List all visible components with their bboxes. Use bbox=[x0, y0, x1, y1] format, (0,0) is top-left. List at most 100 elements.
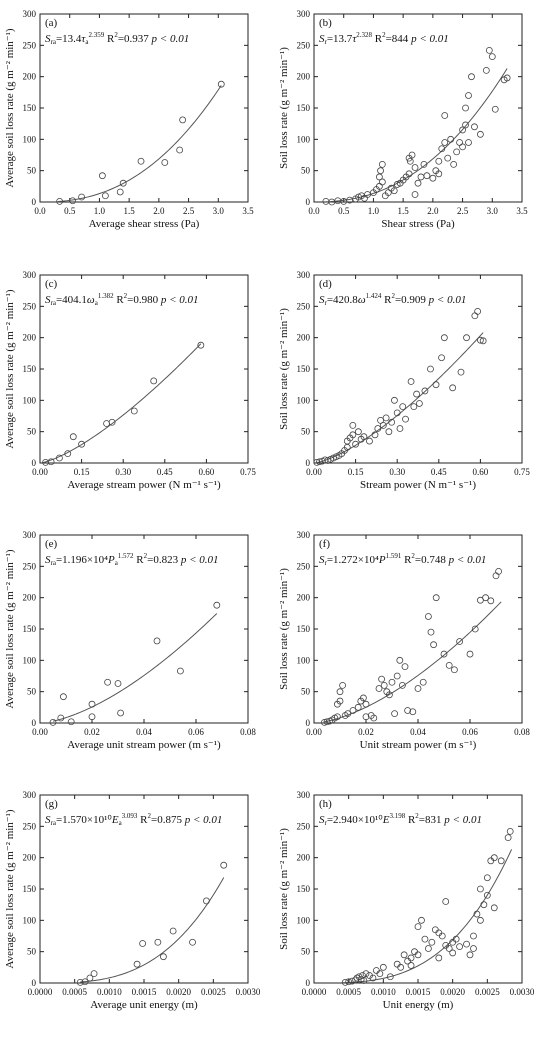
x-tick-label: 0.0010 bbox=[97, 987, 122, 997]
x-tick-label: 0.00 bbox=[32, 467, 48, 477]
data-point bbox=[67, 718, 75, 726]
y-tick-label: 150 bbox=[297, 624, 311, 634]
x-tick-label: 2.0 bbox=[153, 206, 165, 216]
data-point bbox=[476, 336, 484, 344]
eq-r-sup: 2 bbox=[391, 292, 395, 300]
y-tick-label: 150 bbox=[23, 624, 37, 634]
eq-r2-value: =831 bbox=[419, 814, 442, 826]
data-point bbox=[490, 854, 498, 862]
panel-label: (a) bbox=[45, 17, 58, 29]
eq-lhs-sub: ra bbox=[51, 38, 57, 46]
data-point bbox=[366, 437, 373, 445]
data-point bbox=[417, 173, 425, 181]
data-point bbox=[452, 935, 460, 943]
data-point bbox=[114, 680, 122, 687]
data-point bbox=[427, 628, 435, 636]
x-axis-title: Unit energy (m) bbox=[383, 999, 454, 1011]
x-tick-label: 0.15 bbox=[74, 467, 90, 477]
data-point bbox=[456, 638, 464, 645]
x-tick-label: 1.0 bbox=[368, 206, 380, 216]
eq-variable: ω bbox=[87, 294, 95, 306]
x-axis-title: Average unit energy (m) bbox=[90, 999, 198, 1011]
fit-curve bbox=[325, 68, 508, 203]
data-point bbox=[362, 713, 370, 721]
y-tick-label: 100 bbox=[297, 134, 311, 144]
x-tick-label: 0.00 bbox=[32, 727, 48, 737]
eq-p-value: p < 0.01 bbox=[149, 33, 189, 45]
chart-panel-1: 0.0 0.5 1.0 1.5 2.0 2.5 3.0 3.5 0 50 100 150 200 250 3… bbox=[4, 9, 254, 230]
y-tick-label: 150 bbox=[297, 884, 311, 894]
y-axis-title: Average soil loss rate (g m⁻² min⁻¹) bbox=[4, 549, 16, 708]
data-point bbox=[466, 650, 474, 658]
data-point bbox=[440, 650, 448, 658]
data-point bbox=[408, 151, 416, 159]
data-point bbox=[490, 904, 498, 912]
y-tick-label: 200 bbox=[297, 593, 311, 603]
eq-r-label: R bbox=[372, 33, 383, 45]
x-tick-label: 0.00 bbox=[306, 467, 322, 477]
data-point bbox=[56, 454, 63, 462]
data-point bbox=[445, 945, 453, 952]
data-point bbox=[103, 420, 110, 427]
data-point bbox=[382, 414, 390, 422]
y-axis-title: Average soil loss rate (g m⁻² min⁻¹) bbox=[4, 28, 16, 187]
y-tick-label: 50 bbox=[301, 687, 311, 697]
data-point bbox=[388, 418, 396, 426]
y-tick-label: 300 bbox=[23, 9, 37, 19]
data-point bbox=[413, 390, 421, 398]
data-point bbox=[391, 710, 399, 717]
data-point bbox=[414, 951, 422, 959]
data-point bbox=[386, 973, 394, 981]
data-point bbox=[441, 112, 449, 119]
data-point bbox=[423, 172, 431, 180]
x-tick-label: 0.0025 bbox=[475, 987, 500, 997]
data-point bbox=[406, 157, 414, 165]
x-tick-label: 0.04 bbox=[136, 727, 152, 737]
x-tick-label: 0.30 bbox=[389, 467, 405, 477]
data-point bbox=[377, 416, 384, 424]
data-point bbox=[393, 181, 401, 188]
y-tick-label: 50 bbox=[301, 947, 311, 957]
y-tick-label: 0 bbox=[306, 458, 311, 468]
data-point bbox=[354, 703, 362, 711]
eq-variable: τ bbox=[81, 33, 86, 45]
eq-lhs-sub: ra bbox=[51, 299, 57, 307]
panel-label: (f) bbox=[319, 538, 330, 550]
data-point bbox=[393, 409, 401, 417]
eq-lhs-sub: r bbox=[325, 38, 328, 46]
eq-lhs-sub: ra bbox=[51, 559, 57, 567]
eq-r2-value: =0.823 bbox=[147, 554, 178, 566]
eq-coefficient: =13.7 bbox=[327, 33, 353, 45]
data-point bbox=[491, 105, 499, 113]
data-point bbox=[414, 179, 422, 187]
x-tick-label: 0.30 bbox=[115, 467, 131, 477]
eq-exponent: 2.328 bbox=[356, 31, 372, 39]
y-tick-label: 150 bbox=[23, 103, 37, 113]
data-point bbox=[456, 943, 464, 951]
eq-lhs: S bbox=[319, 554, 325, 566]
data-point bbox=[479, 337, 487, 345]
y-axis-title: Average soil loss rate (g m⁻² min⁻¹) bbox=[4, 809, 16, 968]
x-axis-title: Average stream power (N m⁻¹ s⁻¹) bbox=[67, 479, 221, 491]
data-point bbox=[432, 381, 440, 389]
data-point bbox=[370, 714, 378, 722]
data-point bbox=[397, 963, 405, 971]
x-tick-label: 0.0025 bbox=[201, 987, 226, 997]
x-tick-label: 0.5 bbox=[64, 206, 76, 216]
x-tick-label: 0.45 bbox=[157, 467, 173, 477]
data-point bbox=[435, 157, 443, 165]
data-point bbox=[503, 74, 511, 82]
y-tick-label: 200 bbox=[297, 853, 311, 863]
data-point bbox=[150, 377, 158, 385]
eq-r-label: R bbox=[405, 814, 416, 826]
fit-equation: Sra=13.4τa2.359 R2=0.937 p < 0.01 bbox=[45, 31, 189, 46]
data-point bbox=[169, 927, 177, 935]
data-point bbox=[349, 421, 357, 429]
data-point bbox=[339, 682, 347, 689]
data-point bbox=[442, 942, 450, 949]
eq-r-sup: 2 bbox=[411, 552, 415, 560]
data-point bbox=[217, 80, 225, 88]
data-point bbox=[445, 661, 453, 669]
data-point bbox=[487, 857, 495, 865]
